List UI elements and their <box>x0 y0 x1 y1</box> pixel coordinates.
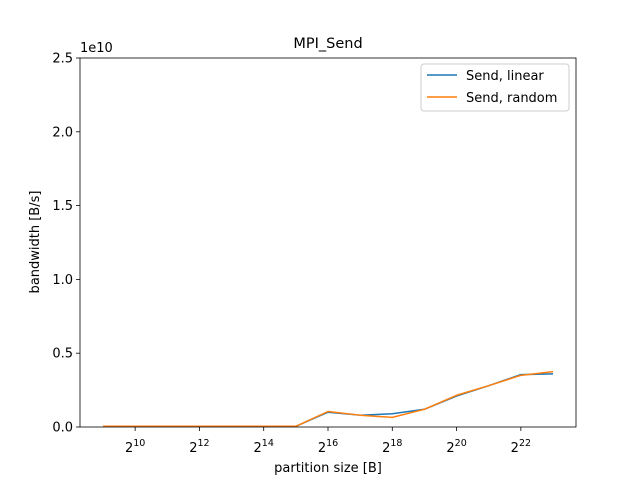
y-tick-label: 2.5 <box>52 52 73 67</box>
y-tick-label: 0.0 <box>52 421 73 436</box>
x-tick-label: 222 <box>511 438 531 456</box>
x-axis-label: partition size [B] <box>274 461 382 476</box>
legend-label-linear: Send, linear <box>466 69 544 84</box>
legend-label-random: Send, random <box>466 91 557 106</box>
x-tick-base: 2 <box>511 441 519 456</box>
x-tick-base: 2 <box>318 441 326 456</box>
y-axis-ticks: 0.0 0.5 1.0 1.5 2.0 2.5 <box>52 52 80 436</box>
y-tick-label: 1.5 <box>52 199 73 214</box>
series-line-1 <box>103 370 554 428</box>
chart-title: MPI_Send <box>293 36 362 52</box>
y-axis-label: bandwidth [B/s] <box>28 191 43 294</box>
y-tick-label: 0.5 <box>52 347 73 362</box>
series-line-0 <box>103 373 554 428</box>
y-offset-label: 1e10 <box>80 41 113 56</box>
x-tick-exponent: 18 <box>390 438 402 449</box>
x-axis-ticks: 210 212 214 216 218 220 222 <box>125 427 531 456</box>
x-tick-exponent: 14 <box>262 438 274 449</box>
y-tick-label: 1.0 <box>52 273 73 288</box>
x-tick-exponent: 12 <box>198 438 210 449</box>
y-tick-label: 2.0 <box>52 125 73 140</box>
x-tick-base: 2 <box>189 441 197 456</box>
x-tick-exponent: 10 <box>133 438 145 449</box>
series-lines <box>103 370 554 428</box>
x-tick-label: 220 <box>446 438 466 456</box>
legend-box <box>420 63 570 112</box>
x-tick-label: 216 <box>318 438 338 456</box>
x-tick-exponent: 16 <box>326 438 338 449</box>
x-tick-base: 2 <box>446 441 454 456</box>
legend: Send, linear Send, random <box>420 63 570 112</box>
x-tick-label: 214 <box>254 438 274 456</box>
x-tick-exponent: 22 <box>519 438 531 449</box>
x-tick-exponent: 20 <box>455 438 467 449</box>
x-tick-label: 212 <box>189 438 209 456</box>
x-tick-base: 2 <box>125 441 133 456</box>
x-tick-label: 218 <box>382 438 402 456</box>
x-tick-base: 2 <box>382 441 390 456</box>
x-tick-base: 2 <box>254 441 262 456</box>
x-tick-label: 210 <box>125 438 145 456</box>
plot-frame <box>79 57 577 428</box>
